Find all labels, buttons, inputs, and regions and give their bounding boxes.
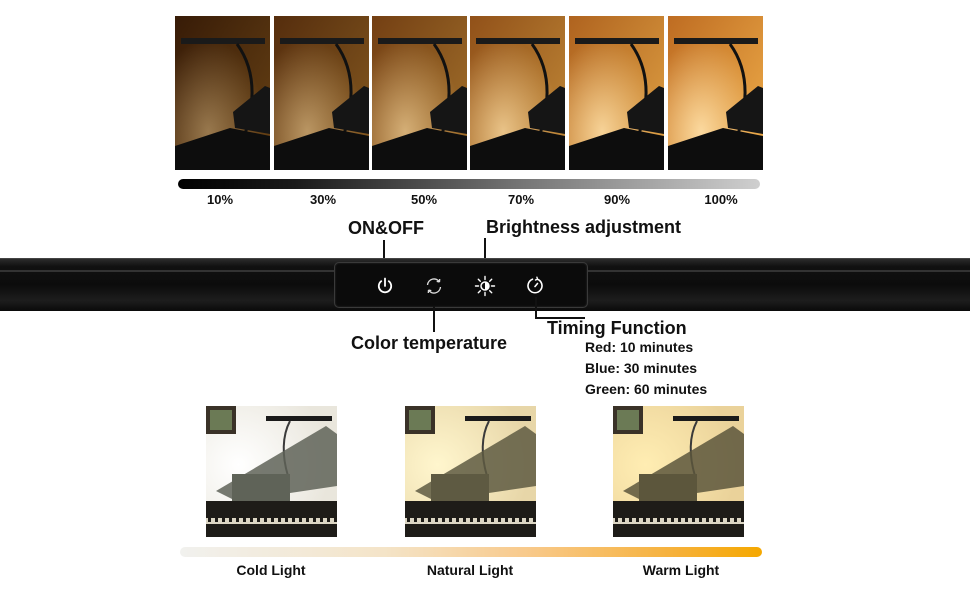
sun-icon	[474, 275, 496, 297]
warm-light-label: Warm Light	[642, 562, 720, 578]
brightness-leader-line	[484, 238, 486, 266]
color-temperature-button[interactable]	[421, 273, 447, 299]
power-icon	[377, 277, 393, 294]
brightness-label-100: 100%	[704, 192, 738, 207]
natural-light-label: Natural Light	[426, 562, 514, 578]
brightness-label-90: 90%	[603, 192, 631, 207]
brightness-thumbnail	[372, 16, 467, 170]
color-temp-leader-line	[433, 306, 435, 332]
color-temperature-icon	[426, 278, 442, 294]
brightness-button[interactable]	[472, 273, 498, 299]
touch-control-panel	[334, 262, 588, 308]
brightness-thumbnail	[569, 16, 664, 170]
brightness-thumbnail	[668, 16, 763, 170]
color-temperature-label: Color temperature	[351, 333, 508, 353]
brightness-thumbnail	[470, 16, 565, 170]
brightness-thumbnail	[175, 16, 270, 170]
brightness-thumbnail	[274, 16, 369, 170]
brightness-adjustment-label: Brightness adjustment	[486, 217, 682, 237]
on-off-leader-line	[383, 240, 385, 266]
color-temperature-gradient-bar	[180, 547, 762, 557]
timing-green: Green: 60 minutes	[585, 381, 708, 397]
brightness-label-30: 30%	[309, 192, 337, 207]
timer-button[interactable]	[522, 273, 548, 299]
cold-light-label: Cold Light	[236, 562, 306, 578]
on-off-label: ON&OFF	[348, 218, 424, 238]
brightness-gradient-bar	[178, 179, 760, 189]
timing-function-label: Timing Function	[547, 318, 687, 338]
color-temperature-photo	[613, 406, 744, 537]
timing-leader-vertical	[535, 297, 537, 319]
timing-blue: Blue: 30 minutes	[585, 360, 698, 376]
brightness-label-70: 70%	[507, 192, 535, 207]
brightness-label-10: 10%	[206, 192, 234, 207]
color-temperature-photo	[206, 406, 337, 537]
timing-red: Red: 10 minutes	[585, 339, 694, 355]
timing-leader-horizontal	[535, 317, 585, 319]
color-temperature-photo	[405, 406, 536, 537]
brightness-label-50: 50%	[410, 192, 438, 207]
timer-icon	[527, 276, 543, 294]
power-button[interactable]	[372, 273, 398, 299]
